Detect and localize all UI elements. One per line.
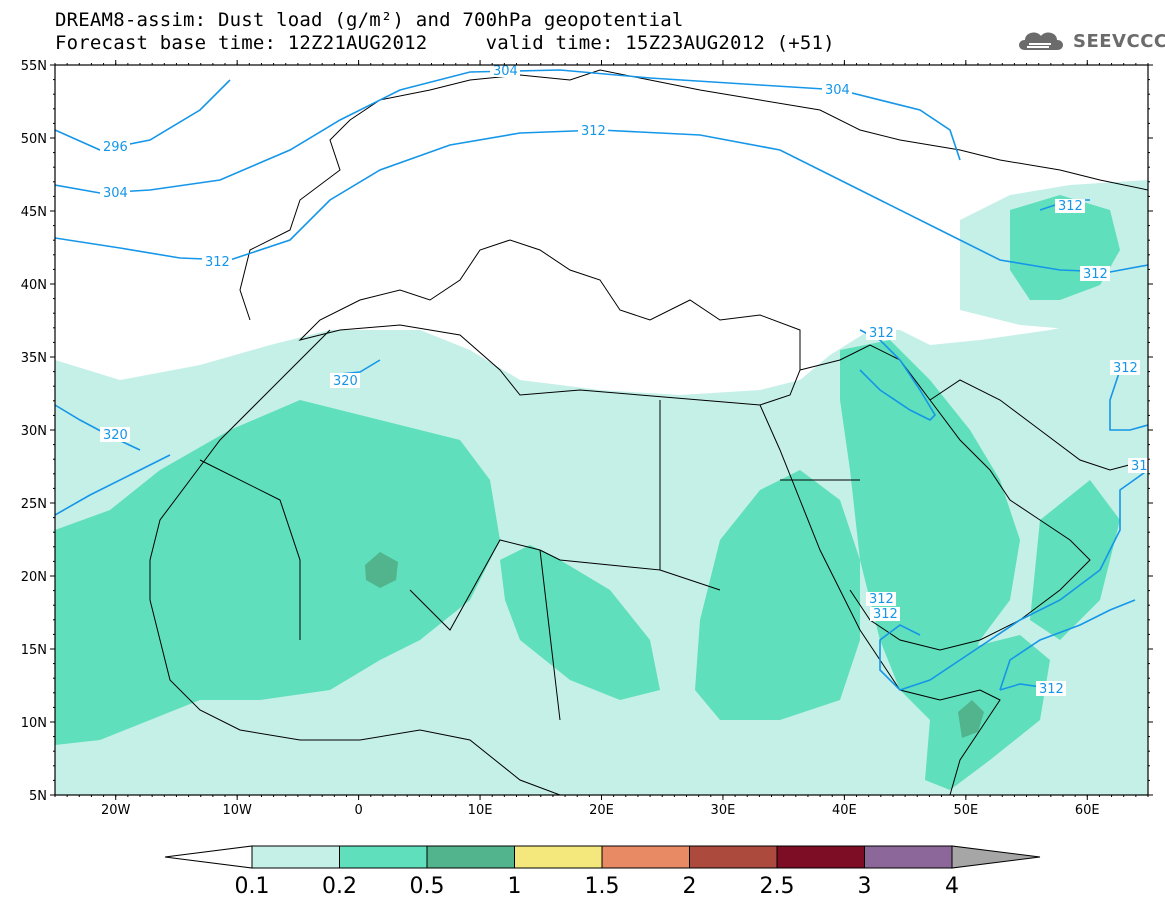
colorbar: 0.1 0.2 0.5 1 1.5 2 2.5 3 4 [164,845,1041,899]
lat-label: 5N [29,789,47,804]
coastlines [149,69,1148,795]
lon-label: 20W [101,803,131,818]
contour-312-gulf [879,369,1148,691]
colorbar-label: 2 [683,874,697,899]
colorbar-under-triangle [164,845,253,869]
colorbar-label: 0.5 [410,874,445,899]
contour-label: 312 [1039,682,1064,697]
map-title: DREAM8-assim: Dust load (g/m²) and 700hP… [55,9,684,31]
contour-label: 312 [205,255,230,270]
lon-label: 40E [832,803,857,818]
lat-label: 15N [21,643,47,658]
dust-area-mid [925,635,1050,790]
coastline-red-sea [759,404,1001,795]
lat-label: 40N [21,278,47,293]
contour-label: 320 [103,428,128,443]
colorbar-swatch [776,845,865,869]
contour-label: 304 [493,64,518,79]
lat-label: 20N [21,570,47,585]
dust-area-mid [840,340,1020,720]
colorbar-label: 2.5 [760,874,795,899]
lon-label: 50E [953,803,978,818]
coastline-arabia [799,344,1091,651]
longitude-labels: 20W 10W 0 10E 20E 30E 40E 50E 60E [101,803,1100,818]
lon-label: 10W [222,803,252,818]
logo-text: SEEVCCC [1073,30,1165,52]
dust-field [55,180,1148,795]
coastline-persia [929,379,1148,471]
contour-label: 312 [1113,361,1138,376]
lon-label: 60E [1075,803,1100,818]
colorbar-swatch [251,845,340,869]
contour-label: 296 [103,140,128,155]
colorbar-label: 0.1 [235,874,270,899]
contour-label: 31 [1131,459,1148,474]
colorbar-label: 0.2 [322,874,357,899]
colorbar-swatch [339,845,428,869]
contour-296 [55,79,231,151]
colorbar-swatch [864,845,953,869]
lat-label: 45N [21,205,47,220]
colorbar-swatch [514,845,603,869]
contour-304 [55,69,961,194]
lon-label: 10E [468,803,493,818]
dust-area-mid [500,545,660,700]
colorbar-label: 4 [945,874,959,899]
contour-label: 312 [581,124,606,139]
border-sahara [199,400,860,721]
axis-ticks [50,60,1153,800]
dust-area-mid [1030,480,1120,640]
contour-320-sw [55,454,171,516]
contour-label: 320 [333,374,358,389]
contour-label: 312 [869,592,894,607]
map-subtitle: Forecast base time: 12Z21AUG2012 valid t… [55,32,835,54]
colorbar-over-triangle [951,845,1041,869]
colorbar-swatch [426,845,515,869]
lat-label: 50N [21,132,47,147]
contour-label: 312 [1058,199,1083,214]
colorbar-label: 1.5 [585,874,620,899]
lon-label: 20E [589,803,614,818]
lat-label: 25N [21,497,47,512]
dust-area-mid [695,470,860,720]
dust-area-mid [55,400,500,745]
colorbar-label: 1 [508,874,522,899]
logo: SEEVCCC [1015,26,1165,56]
lat-label: 10N [21,716,47,731]
lon-label: 30E [711,803,736,818]
cloud-logo-icon [1019,32,1063,50]
contour-label: 312 [873,607,898,622]
coastline-med [298,239,801,406]
colorbar-swatch [689,845,778,869]
latitude-labels: 55N 50N 45N 40N 35N 30N 25N 20N 15N 10N 5N [21,59,47,804]
contour-312-levant [859,329,937,421]
contour-label: 304 [103,186,128,201]
coastline-africa-west [149,329,561,795]
colorbar-label: 3 [858,874,872,899]
lat-label: 35N [21,351,47,366]
lat-label: 55N [21,59,47,74]
lon-label: 0 [354,803,362,818]
lat-label: 30N [21,424,47,439]
dust-area-high [958,700,984,738]
coastline-europe [239,69,1148,321]
contour-label: 304 [825,83,850,98]
contour-labels: 296 304 304 304 312 312 312 312 312 312 … [100,64,1148,697]
dust-area-high [365,552,398,588]
contour-label: 312 [869,326,894,341]
colorbar-swatch [601,845,690,869]
contour-label: 312 [1083,267,1108,282]
